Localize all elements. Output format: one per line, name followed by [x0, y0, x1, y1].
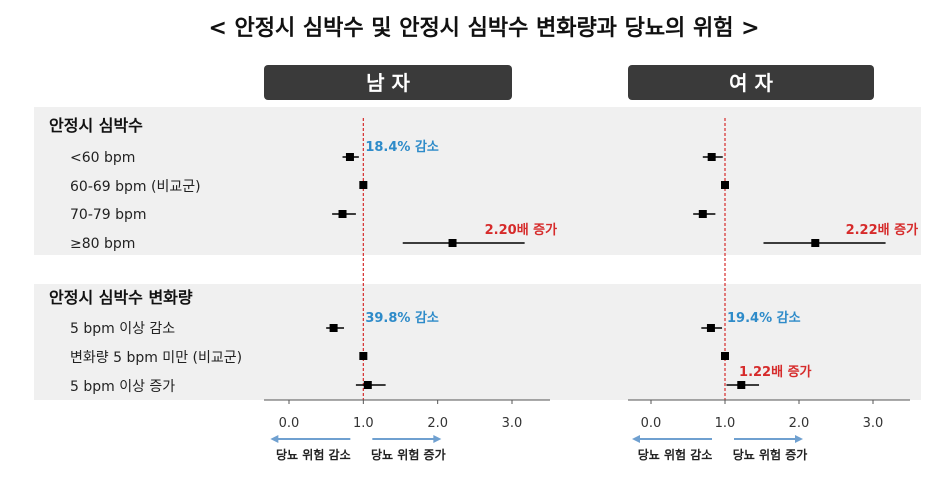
- chart-title: < 안정시 심박수 및 안정시 심박수 변화량과 당뇨의 위험 >: [208, 15, 759, 41]
- panel-header-male: 남 자: [366, 71, 410, 95]
- female-forest-panel: 0.0 1.0 2.0 3.0 당뇨 위험 감소 당뇨 위험 증가 2.22배 증가 19.4…: [628, 118, 918, 462]
- row-label: 60-69 bpm (비교군): [70, 179, 201, 195]
- panel-header-female-bg: [628, 65, 874, 100]
- point-estimate-marker: [448, 239, 457, 247]
- increase-risk-label: 당뇨 위험 증가: [371, 447, 446, 462]
- x-tick-label: 2.0: [789, 416, 810, 431]
- x-tick-label: 0.0: [279, 416, 300, 431]
- panel-header-male-bg: [264, 65, 512, 100]
- point-estimate-marker: [698, 210, 707, 218]
- point-estimate-marker: [721, 352, 729, 360]
- decrease-annotation: 39.8% 감소: [365, 311, 439, 326]
- point-estimate-marker: [329, 324, 338, 332]
- male-forest-panel: 0.0 1.0 2.0 3.0 당뇨 위험 감소 당뇨 위험 증가 18.4% 감소 2.20…: [264, 118, 557, 462]
- decrease-annotation: 18.4% 감소: [365, 140, 439, 155]
- point-estimate-marker: [706, 324, 715, 332]
- increase-annotation: 2.22배 증가: [846, 222, 919, 238]
- x-tick-label: 0.0: [641, 416, 662, 431]
- x-tick-label: 1.0: [715, 416, 736, 431]
- x-tick-label: 3.0: [863, 416, 884, 431]
- point-estimate-marker: [338, 210, 347, 218]
- section-heading-hr-change: 안정시 심박수 변화량: [49, 288, 193, 307]
- point-estimate-marker: [737, 381, 746, 389]
- row-label: 5 bpm 이상 감소: [70, 321, 175, 337]
- increase-arrowhead: [433, 435, 442, 443]
- increase-annotation: 2.20배 증가: [485, 222, 558, 238]
- decrease-risk-label: 당뇨 위험 감소: [276, 447, 351, 462]
- section-heading-resting-hr: 안정시 심박수: [49, 116, 143, 135]
- point-estimate-marker: [363, 381, 372, 389]
- point-estimate-marker: [345, 153, 354, 161]
- increase-annotation: 1.22배 증가: [739, 364, 812, 380]
- row-label: 5 bpm 이상 증가: [70, 379, 175, 395]
- decrease-annotation: 19.4% 감소: [727, 311, 801, 326]
- decrease-risk-label: 당뇨 위험 감소: [638, 447, 713, 462]
- increase-risk-label: 당뇨 위험 증가: [733, 447, 808, 462]
- x-tick-label: 3.0: [502, 416, 523, 431]
- point-estimate-marker: [707, 153, 716, 161]
- decrease-arrowhead: [632, 435, 640, 443]
- panel-header-female: 여 자: [729, 71, 773, 95]
- section-bg-hr-change: [34, 284, 921, 400]
- section-bg-resting-hr: [34, 107, 921, 255]
- point-estimate-marker: [811, 239, 820, 247]
- row-label: <60 bpm: [70, 150, 135, 166]
- row-label: 70-79 bpm: [70, 207, 147, 223]
- x-tick-label: 2.0: [427, 416, 448, 431]
- x-tick-label: 1.0: [353, 416, 374, 431]
- point-estimate-marker: [359, 181, 368, 189]
- row-label: 변화량 5 bpm 미만 (비교군): [70, 350, 242, 366]
- decrease-arrowhead: [270, 435, 279, 443]
- point-estimate-marker: [721, 181, 729, 189]
- point-estimate-marker: [359, 352, 368, 360]
- increase-arrowhead: [795, 435, 803, 443]
- row-label: ≥80 bpm: [70, 236, 135, 252]
